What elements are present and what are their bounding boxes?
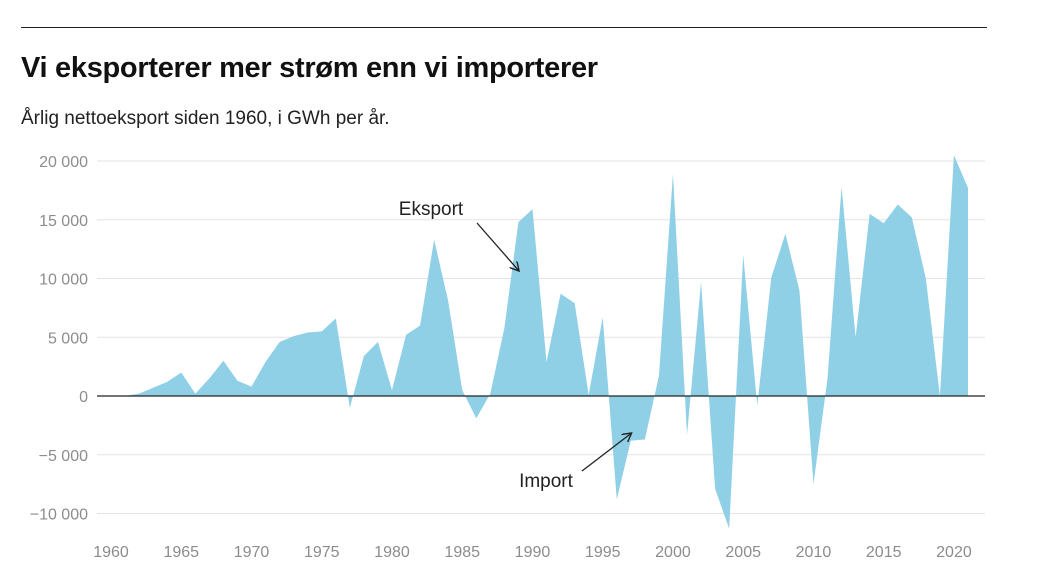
x-tick-label: 1985	[444, 544, 480, 561]
x-tick-label: 2000	[655, 544, 691, 561]
annotation-label: Import	[519, 471, 574, 492]
x-axis-ticks: 1960 1965 1970 1975 1980 1985 1990 1995 2000 2005…	[93, 544, 972, 561]
x-tick-label: 1980	[374, 544, 410, 561]
y-tick-label: −5 000	[39, 448, 88, 465]
net-export-area	[111, 155, 968, 529]
x-tick-label: 1990	[515, 544, 551, 561]
x-tick-label: 1995	[585, 544, 621, 561]
x-tick-label: 2020	[936, 544, 972, 561]
y-tick-label: 15 000	[39, 213, 88, 230]
y-tick-label: 5 000	[48, 330, 88, 347]
chart-subtitle: Årlig nettoeksport siden 1960, i GWh per…	[21, 108, 390, 129]
annotation-arrow	[581, 434, 631, 472]
x-tick-label: 1975	[304, 544, 340, 561]
annotation-label: Eksport	[399, 199, 464, 220]
x-tick-label: 1970	[234, 544, 270, 561]
y-axis-ticks: 20 000 15 000 10 000 5 000 0 −5 000 −10 000	[30, 154, 88, 524]
top-rule	[21, 27, 987, 28]
y-tick-label: 0	[79, 389, 88, 406]
x-tick-label: 1965	[163, 544, 199, 561]
annotation-arrow	[476, 222, 518, 270]
y-tick-label: 20 000	[39, 154, 88, 171]
x-tick-label: 1960	[93, 544, 129, 561]
annotations: Eksport Import	[399, 199, 631, 492]
x-tick-label: 2015	[866, 544, 902, 561]
y-tick-label: 10 000	[39, 272, 88, 289]
chart-title: Vi eksporterer mer strøm enn vi importer…	[21, 52, 598, 84]
x-tick-label: 2005	[725, 544, 761, 561]
y-tick-label: −10 000	[30, 507, 88, 524]
x-tick-label: 2010	[796, 544, 832, 561]
plot-area	[97, 155, 985, 529]
